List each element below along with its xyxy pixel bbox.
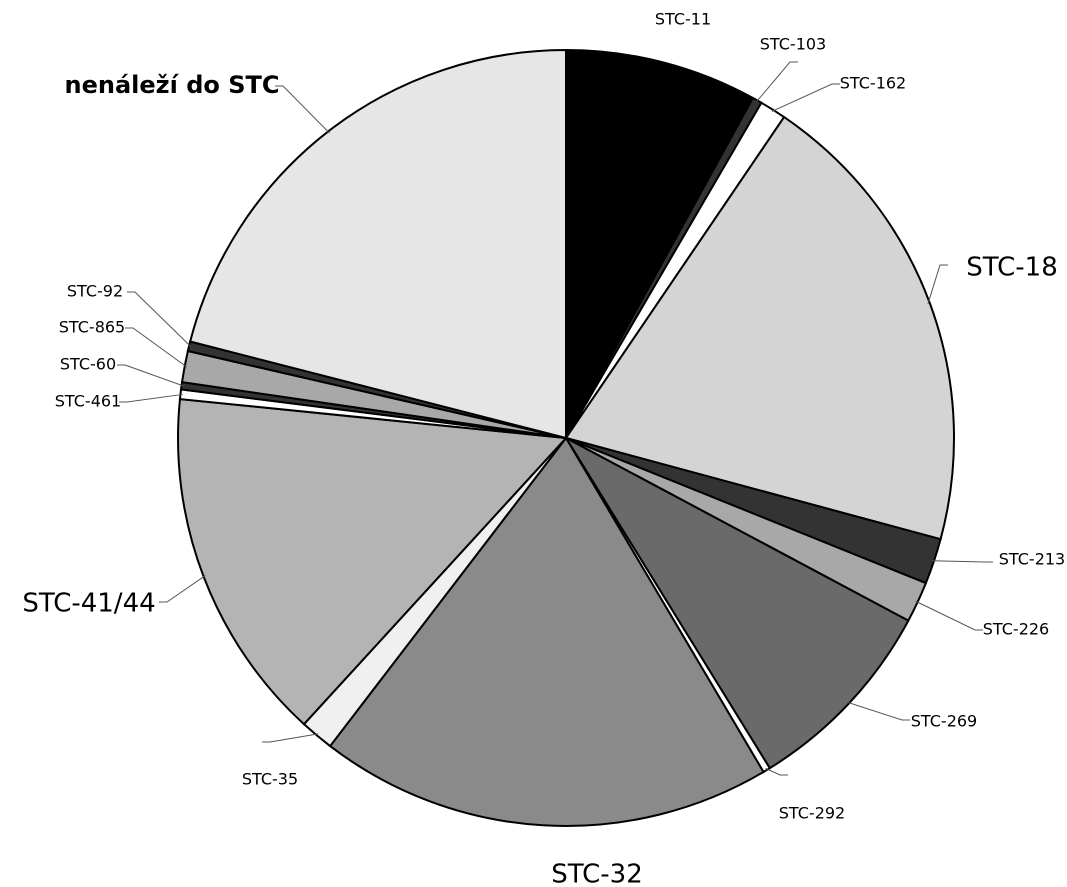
pie-slice <box>328 436 765 827</box>
leader-line <box>755 61 798 103</box>
slice-label: STC-103 <box>760 35 826 54</box>
slice-label: STC-269 <box>911 712 977 731</box>
leader-line <box>127 291 192 348</box>
slice-label: STC-32 <box>551 860 642 887</box>
slice-label: STC-35 <box>242 770 298 789</box>
leader-line <box>159 575 206 603</box>
slice-label: STC-162 <box>840 74 906 93</box>
slice-label: STC-292 <box>779 804 845 823</box>
leader-line <box>262 733 319 743</box>
slice-label: STC-18 <box>966 253 1057 283</box>
slice-label: STC-213 <box>999 550 1065 569</box>
pie-slice <box>563 435 910 770</box>
leader-line <box>125 327 187 368</box>
pie-slice <box>565 48 755 439</box>
leader-line <box>765 767 788 776</box>
leader-line <box>847 701 910 721</box>
slice-label: STC-41/44 <box>22 589 155 619</box>
slice-label: STC-865 <box>59 318 125 337</box>
leader-line <box>275 85 330 134</box>
slice-label: STC-226 <box>983 620 1049 639</box>
slice-label: nenáleží do STC <box>65 71 280 99</box>
leader-line <box>119 393 183 403</box>
leader-line <box>915 600 983 631</box>
leader-line <box>117 364 184 387</box>
slice-label: STC-461 <box>55 392 121 411</box>
leader-line <box>927 264 948 304</box>
slice-label: STC-11 <box>655 10 711 29</box>
leader-line <box>771 83 840 112</box>
slice-label: STC-60 <box>60 355 116 374</box>
pie-slice <box>564 115 955 541</box>
leader-line <box>931 560 993 563</box>
slice-label: STC-92 <box>67 282 123 301</box>
